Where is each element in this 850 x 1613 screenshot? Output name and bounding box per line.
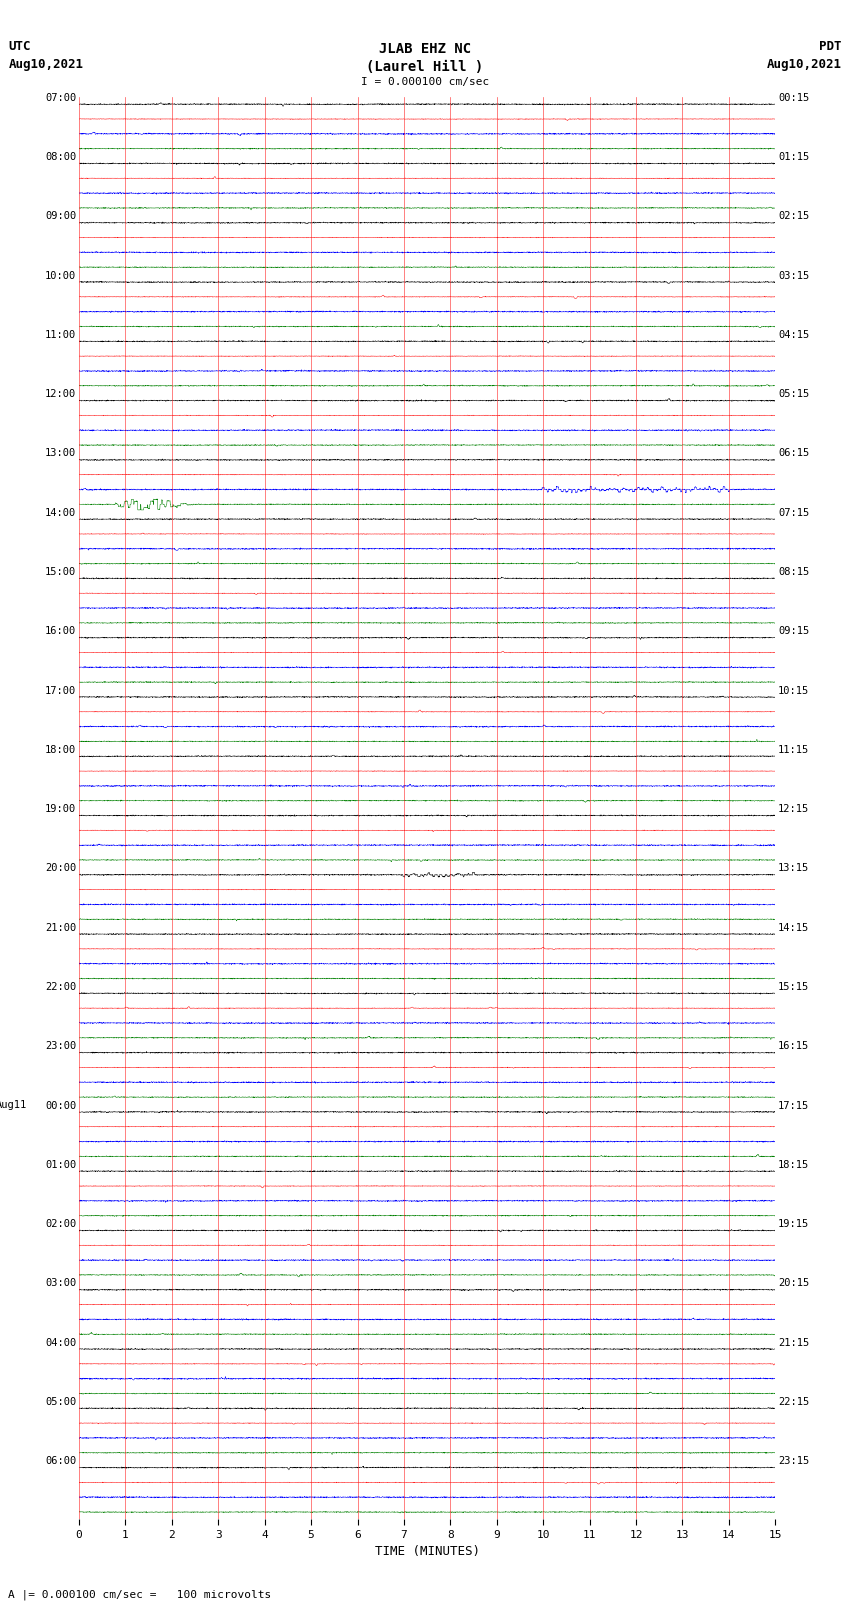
Text: JLAB EHZ NC: JLAB EHZ NC	[379, 42, 471, 56]
Text: PDT: PDT	[819, 40, 842, 53]
X-axis label: TIME (MINUTES): TIME (MINUTES)	[375, 1545, 479, 1558]
Text: Aug11: Aug11	[0, 1100, 26, 1110]
Text: A |= 0.000100 cm/sec =   100 microvolts: A |= 0.000100 cm/sec = 100 microvolts	[8, 1589, 272, 1600]
Text: Aug10,2021: Aug10,2021	[767, 58, 842, 71]
Text: (Laurel Hill ): (Laurel Hill )	[366, 60, 484, 74]
Text: Aug10,2021: Aug10,2021	[8, 58, 83, 71]
Text: UTC: UTC	[8, 40, 31, 53]
Text: I = 0.000100 cm/sec: I = 0.000100 cm/sec	[361, 77, 489, 87]
